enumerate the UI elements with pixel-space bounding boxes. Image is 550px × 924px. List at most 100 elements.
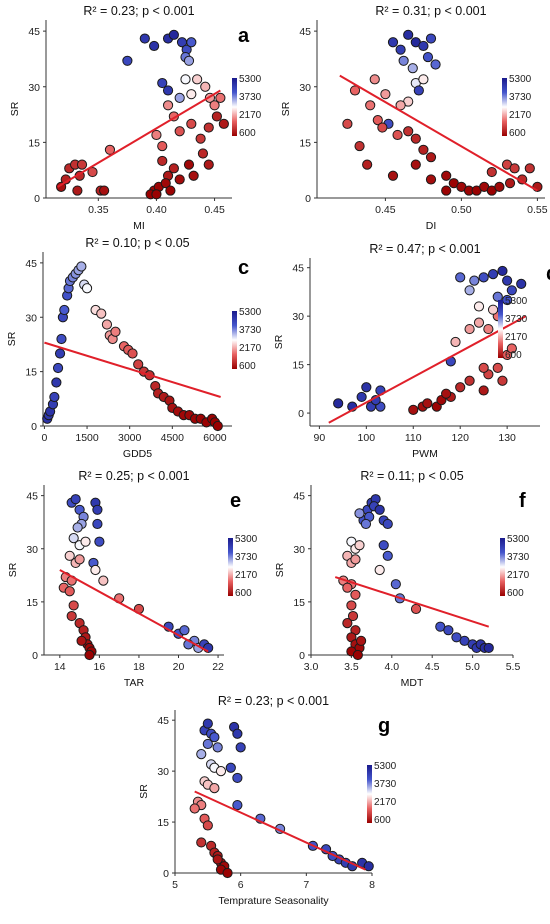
y-axis-label: SR bbox=[138, 784, 150, 799]
data-point bbox=[157, 140, 168, 152]
panel-letter: f bbox=[519, 490, 526, 512]
panel-e: R² = 0.25; p < 0.001 e 0 15 30 45 14 16 18 20 22 TA… bbox=[7, 469, 258, 689]
data-point bbox=[455, 382, 466, 393]
trendline bbox=[334, 576, 490, 628]
data-point bbox=[186, 89, 197, 100]
colorbar-label: 600 bbox=[507, 588, 524, 599]
data-point bbox=[483, 323, 494, 335]
y-tick-label: 45 bbox=[26, 491, 38, 503]
data-point bbox=[186, 118, 197, 129]
colorbar-label: 5300 bbox=[507, 534, 530, 545]
x-tick-label: 3000 bbox=[118, 432, 142, 444]
data-point bbox=[441, 185, 452, 196]
data-point bbox=[195, 133, 206, 144]
colorbar-label: 3730 bbox=[239, 92, 262, 103]
data-point bbox=[403, 126, 414, 137]
data-point bbox=[56, 333, 67, 345]
panel-f: R² = 0.11; p < 0.05 f 0 15 30 45 3.0 3.5 4.0 4.5 5… bbox=[274, 469, 530, 689]
data-point bbox=[478, 385, 489, 396]
colorbar: 5300 3730 2170 600 bbox=[367, 761, 397, 826]
data-point bbox=[196, 749, 207, 760]
data-point bbox=[441, 388, 452, 399]
x-tick-label: 22 bbox=[212, 661, 224, 673]
colorbar-gradient bbox=[502, 78, 507, 136]
data-point bbox=[162, 100, 174, 111]
data-point bbox=[392, 129, 403, 141]
data-point bbox=[76, 261, 87, 272]
data-point bbox=[197, 148, 209, 159]
y-tick-label: 15 bbox=[299, 137, 311, 149]
data-point bbox=[425, 152, 437, 163]
data-point bbox=[473, 301, 485, 312]
data-point bbox=[502, 275, 513, 286]
data-point bbox=[478, 362, 489, 373]
x-tick-label: 0.45 bbox=[204, 204, 225, 216]
y-tick-label: 0 bbox=[298, 408, 304, 420]
data-point bbox=[200, 81, 211, 92]
data-point bbox=[54, 348, 66, 359]
data-point bbox=[374, 504, 385, 515]
y-tick-label: 30 bbox=[299, 82, 311, 94]
data-point bbox=[425, 33, 437, 44]
colorbar-label: 2170 bbox=[239, 110, 262, 121]
y-tick-label: 30 bbox=[157, 766, 169, 778]
x-tick-label: 130 bbox=[498, 432, 516, 444]
data-point bbox=[80, 536, 91, 547]
data-point bbox=[509, 163, 520, 174]
colorbar-label: 3730 bbox=[507, 552, 530, 563]
colorbar-label: 5300 bbox=[235, 534, 258, 545]
colorbar-gradient bbox=[232, 311, 237, 369]
colorbar-gradient bbox=[228, 538, 233, 596]
data-point bbox=[203, 122, 214, 133]
colorbar-label: 3730 bbox=[374, 779, 397, 790]
points bbox=[42, 261, 223, 432]
colorbar-label: 2170 bbox=[235, 570, 258, 581]
data-point bbox=[407, 63, 418, 74]
data-point bbox=[96, 308, 107, 319]
data-point bbox=[352, 649, 363, 661]
data-point bbox=[87, 166, 98, 178]
colorbar-label: 2170 bbox=[509, 110, 532, 121]
data-point bbox=[104, 144, 116, 155]
x-axis-label: TAR bbox=[124, 677, 145, 689]
data-point bbox=[418, 144, 429, 155]
data-point bbox=[374, 564, 385, 576]
trendline bbox=[194, 790, 366, 871]
data-point bbox=[361, 382, 372, 393]
x-tick-label: 3.0 bbox=[304, 661, 319, 673]
data-point bbox=[196, 837, 207, 848]
x-tick-label: 0.40 bbox=[146, 204, 167, 216]
data-point bbox=[478, 272, 489, 283]
points bbox=[56, 29, 229, 200]
data-point bbox=[139, 33, 150, 44]
data-point bbox=[378, 540, 389, 551]
data-point bbox=[215, 92, 226, 103]
x-tick-label: 1500 bbox=[75, 432, 99, 444]
trendline bbox=[57, 89, 221, 188]
y-tick-label: 45 bbox=[299, 26, 311, 38]
y-tick-label: 15 bbox=[25, 367, 37, 379]
data-point bbox=[422, 51, 434, 63]
y-tick-label: 30 bbox=[28, 82, 40, 94]
data-point bbox=[354, 540, 365, 551]
colorbar-gradient bbox=[367, 765, 372, 823]
data-point bbox=[218, 118, 229, 129]
data-point bbox=[380, 89, 391, 100]
x-axis-label: MDT bbox=[401, 677, 424, 689]
data-point bbox=[441, 170, 452, 181]
data-point bbox=[418, 40, 429, 52]
data-point bbox=[64, 550, 75, 561]
data-point bbox=[403, 29, 414, 40]
data-point bbox=[422, 398, 433, 409]
data-point bbox=[506, 343, 517, 354]
x-tick-label: 16 bbox=[94, 661, 106, 673]
data-point bbox=[49, 391, 60, 403]
colorbar-label: 600 bbox=[239, 128, 256, 139]
colorbar-label: 2170 bbox=[374, 797, 397, 808]
panel-letter: g bbox=[378, 715, 390, 737]
data-point bbox=[382, 550, 393, 561]
data-point bbox=[235, 742, 246, 753]
panel-title: R² = 0.23; p < 0.001 bbox=[83, 4, 194, 18]
data-point bbox=[70, 494, 81, 505]
x-tick-label: 18 bbox=[133, 661, 145, 673]
